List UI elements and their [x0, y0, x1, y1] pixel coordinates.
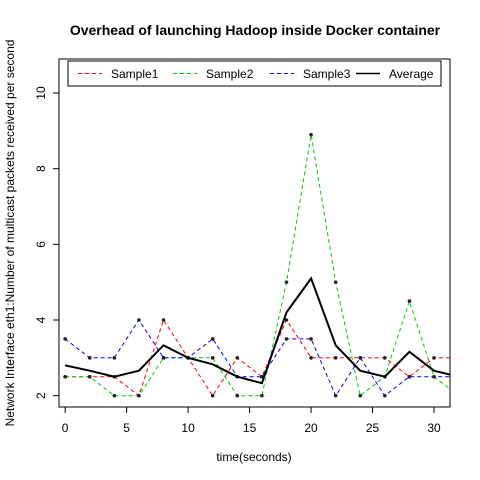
- x-tick-label: 20: [304, 421, 318, 435]
- series-layer: [63, 132, 450, 398]
- data-point-sample2: [284, 280, 289, 284]
- legend-label-sample1: Sample1: [111, 67, 159, 81]
- data-point-sample3: [407, 374, 412, 379]
- plot-frame: [58, 58, 451, 408]
- series-clip-group: [63, 132, 450, 398]
- data-point-sample2: [407, 299, 412, 303]
- chart-title: Overhead of launching Hadoop inside Dock…: [70, 22, 441, 38]
- data-point-sample3: [309, 337, 313, 341]
- data-point-sample1: [161, 318, 166, 322]
- data-point-sample3: [358, 356, 363, 360]
- x-axis-label: time(seconds): [216, 450, 291, 464]
- x-axis: 0 5 10 15 20 25 30: [62, 407, 441, 435]
- data-point-sample1: [432, 356, 436, 360]
- legend-label-sample3: Sample3: [303, 67, 351, 81]
- data-point-sample3: [161, 356, 166, 360]
- x-tick-label: 5: [123, 421, 130, 435]
- y-axis: 2 4 6 8 10: [34, 86, 59, 399]
- data-point-sample3: [137, 318, 141, 322]
- series-line-sample2: [65, 134, 450, 397]
- data-point-sample2: [137, 393, 141, 398]
- series-line-average: [64, 276, 450, 385]
- x-tick-label: 10: [181, 421, 195, 435]
- data-point-sample3: [432, 374, 436, 379]
- data-point-sample2: [63, 374, 67, 379]
- data-point-sample2: [87, 374, 92, 379]
- data-point-sample3: [112, 356, 117, 360]
- x-tick-label: 0: [62, 421, 69, 435]
- series-line-sample3: [64, 319, 450, 397]
- data-point-sample2: [309, 132, 313, 137]
- y-tick-label: 10: [34, 86, 48, 100]
- data-point-sample1: [235, 356, 240, 360]
- data-point-sample3: [210, 337, 215, 341]
- legend-label-sample2: Sample2: [206, 67, 254, 81]
- data-point-sample3: [87, 356, 92, 360]
- y-tick-label: 4: [34, 316, 48, 323]
- data-point-sample1: [284, 318, 289, 322]
- y-axis-label: Network Interface eth1:Number of multica…: [3, 40, 17, 427]
- data-point-sample3: [284, 337, 289, 341]
- x-tick-label: 25: [366, 421, 380, 435]
- data-point-sample1: [333, 356, 338, 360]
- data-point-sample3: [63, 337, 67, 341]
- y-tick-label: 2: [34, 392, 48, 399]
- data-point-sample3: [333, 393, 338, 398]
- data-point-sample1: [383, 356, 387, 360]
- data-point-sample3: [383, 393, 387, 398]
- x-tick-label: 15: [243, 421, 257, 435]
- data-point-sample1: [210, 393, 215, 398]
- data-point-sample2: [333, 280, 338, 284]
- y-tick-label: 8: [34, 165, 48, 172]
- x-tick-label: 30: [427, 421, 441, 435]
- data-point-sample2: [358, 393, 363, 398]
- legend: Sample1 Sample2 Sample3 Average: [67, 60, 442, 87]
- data-point-sample2: [112, 393, 117, 398]
- legend-label-average: Average: [389, 67, 434, 81]
- data-point-sample2: [210, 356, 215, 360]
- data-point-sample1: [309, 356, 313, 360]
- data-point-sample2: [235, 393, 240, 398]
- y-tick-label: 6: [34, 241, 48, 248]
- data-point-sample2: [260, 393, 264, 398]
